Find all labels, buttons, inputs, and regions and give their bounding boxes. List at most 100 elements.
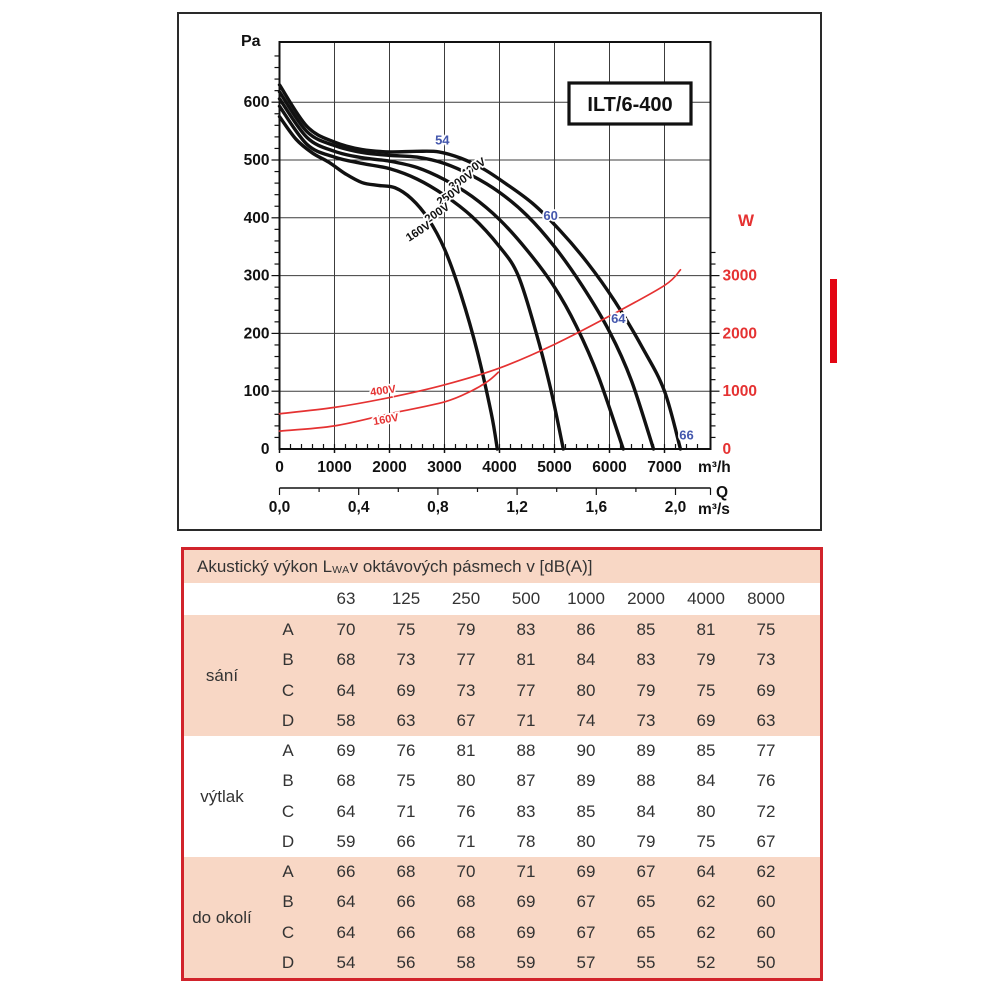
y-left-tick-label: 500: [244, 152, 270, 169]
value-cell: 73: [436, 675, 496, 706]
m3s-unit-label: m³/s: [698, 501, 730, 518]
row-spacer: [796, 796, 820, 827]
row-label-D: D: [260, 705, 316, 736]
value-cell: 84: [616, 796, 676, 827]
value-cell: 86: [556, 615, 616, 646]
value-cell: 85: [616, 615, 676, 646]
frequency-header-8000: 8000: [736, 583, 796, 615]
plot-border: [278, 41, 712, 450]
value-cell: 83: [496, 615, 556, 646]
value-cell: 76: [736, 766, 796, 797]
value-cell: 66: [376, 826, 436, 857]
value-cell: 73: [736, 645, 796, 676]
x-tick-label: 5000: [537, 459, 571, 476]
value-cell: 66: [376, 917, 436, 948]
watt-unit-label: W: [738, 211, 755, 230]
value-cell: 54: [316, 947, 376, 978]
value-cell: 69: [496, 917, 556, 948]
row-spacer: [796, 705, 820, 736]
value-cell: 75: [376, 766, 436, 797]
value-cell: 62: [676, 887, 736, 918]
x-tick-label: 1000: [317, 459, 351, 476]
curve-label-66: 66: [679, 428, 693, 443]
value-cell: 58: [436, 947, 496, 978]
value-cell: 64: [316, 796, 376, 827]
value-cell: 58: [316, 705, 376, 736]
value-cell: 90: [556, 736, 616, 767]
x2-tick-label: 0,0: [269, 499, 291, 516]
value-cell: 84: [556, 645, 616, 676]
group-label-1: sání: [184, 615, 260, 736]
value-cell: 64: [676, 857, 736, 888]
y-left-tick-label: 400: [244, 210, 270, 227]
curve-label-400V: 400V: [370, 383, 398, 399]
value-cell: 85: [676, 736, 736, 767]
value-cell: 64: [316, 887, 376, 918]
row-label-D: D: [260, 947, 316, 978]
x2-tick-label: 0,4: [348, 499, 370, 516]
group-label-3: do okolí: [184, 857, 260, 978]
red-marker-bar: [830, 279, 837, 363]
value-cell: 77: [436, 645, 496, 676]
group-label-2: výtlak: [184, 736, 260, 857]
value-cell: 67: [736, 826, 796, 857]
row-spacer: [796, 675, 820, 706]
value-cell: 83: [616, 645, 676, 676]
frequency-header-250: 250: [436, 583, 496, 615]
value-cell: 67: [556, 917, 616, 948]
value-cell: 79: [616, 826, 676, 857]
y-right-tick-label: 2000: [723, 325, 757, 342]
row-spacer: [796, 826, 820, 857]
value-cell: 88: [496, 736, 556, 767]
value-cell: 70: [316, 615, 376, 646]
frequency-header-63: 63: [316, 583, 376, 615]
value-cell: 67: [436, 705, 496, 736]
value-cell: 80: [556, 826, 616, 857]
x-tick-label: 2000: [372, 459, 406, 476]
frequency-header-spacer: [260, 583, 316, 615]
value-cell: 64: [316, 675, 376, 706]
value-cell: 62: [736, 857, 796, 888]
value-cell: 88: [616, 766, 676, 797]
row-label-B: B: [260, 645, 316, 676]
value-cell: 81: [436, 736, 496, 767]
value-cell: 80: [436, 766, 496, 797]
value-cell: 69: [376, 675, 436, 706]
row-label-A: A: [260, 736, 316, 767]
y-right-tick-label: 1000: [723, 383, 757, 400]
power-curve-160V-power: [278, 371, 500, 432]
row-label-C: C: [260, 917, 316, 948]
table-title-suffix: v oktávových pásmech v [dB(A)]: [349, 556, 593, 576]
fan-curve-300V: [277, 90, 656, 451]
value-cell: 68: [376, 857, 436, 888]
y-left-tick-label: 100: [244, 383, 270, 400]
table-title: Akustický výkon L WA v oktávových pásmech…: [184, 550, 820, 583]
value-cell: 56: [376, 947, 436, 978]
value-cell: 69: [496, 887, 556, 918]
row-label-A: A: [260, 857, 316, 888]
model-label: ILT/6-400: [587, 94, 672, 116]
pa-unit-label: Pa: [241, 33, 261, 50]
value-cell: 52: [676, 947, 736, 978]
chart-panel: 0 100 200 300 400 500 600 0 1000 2000 3000 4000 5000…: [177, 12, 822, 531]
value-cell: 69: [676, 705, 736, 736]
x2-tick-label: 2,0: [665, 499, 687, 516]
power-curve-400V-power: [278, 268, 682, 415]
row-label-B: B: [260, 887, 316, 918]
row-spacer: [796, 857, 820, 888]
value-cell: 80: [556, 675, 616, 706]
value-cell: 62: [676, 917, 736, 948]
row-spacer: [796, 766, 820, 797]
value-cell: 67: [616, 857, 676, 888]
value-cell: 60: [736, 917, 796, 948]
value-cell: 69: [736, 675, 796, 706]
frequency-header-1000: 1000: [556, 583, 616, 615]
value-cell: 71: [436, 826, 496, 857]
table-title-sub: WA: [332, 563, 350, 576]
row-label-A: A: [260, 615, 316, 646]
value-cell: 55: [616, 947, 676, 978]
value-cell: 77: [736, 736, 796, 767]
value-cell: 75: [676, 675, 736, 706]
y-right-tick-label: 0: [723, 441, 732, 458]
y-left-tick-label: 0: [261, 441, 270, 458]
